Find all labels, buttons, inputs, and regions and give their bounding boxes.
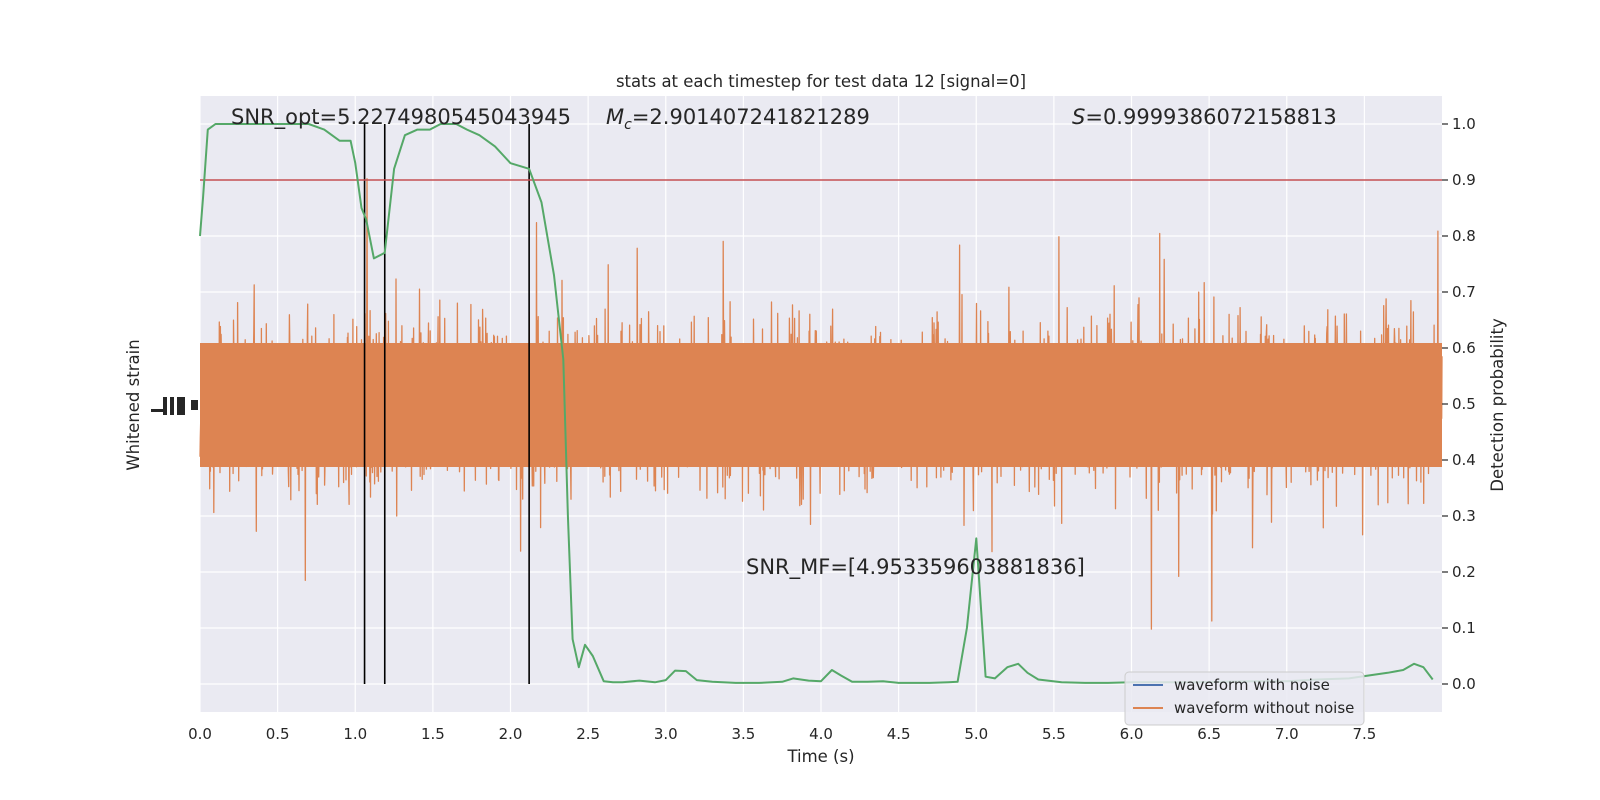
y-axis-label-left: Whitened strain bbox=[124, 339, 143, 470]
chart-title: stats at each timestep for test data 12 … bbox=[616, 72, 1026, 91]
y-axis-label-right: Detection probability bbox=[1488, 318, 1507, 492]
y-tick-label: 0.5 bbox=[1452, 395, 1476, 413]
x-tick-label: 4.5 bbox=[887, 725, 911, 743]
y-tick-label: 0.1 bbox=[1452, 619, 1476, 637]
x-tick-label: 3.0 bbox=[654, 725, 678, 743]
x-axis-label: Time (s) bbox=[786, 747, 854, 766]
x-tick-label: 6.5 bbox=[1197, 725, 1221, 743]
annotation-snr-opt: SNR_opt=5.2274980545043945 bbox=[231, 105, 571, 130]
x-tick-label: 6.0 bbox=[1120, 725, 1144, 743]
detection-probability-line bbox=[199, 123, 1434, 684]
y-tick-label: 0.0 bbox=[1452, 675, 1476, 693]
ticks: 0.0 0.5 1.0 1.5 2.0 2.5 3.0 3.5 4.0 4.5 5.0 5.5 6.0 6… bbox=[188, 115, 1476, 743]
x-tick-label: 5.0 bbox=[964, 725, 988, 743]
x-tick-label: 2.5 bbox=[576, 725, 600, 743]
annotation-chirp-mass: Mc=2.901407241821289 bbox=[606, 105, 870, 133]
x-tick-label: 4.0 bbox=[809, 725, 833, 743]
waveform-without-noise-band bbox=[200, 343, 1442, 467]
y-tick-label: 0.7 bbox=[1452, 283, 1476, 301]
left-axis-tick-cluster bbox=[151, 397, 198, 415]
x-tick-label: 2.0 bbox=[499, 725, 523, 743]
x-tick-label: 5.5 bbox=[1042, 725, 1066, 743]
y-tick-label: 0.6 bbox=[1452, 339, 1476, 357]
x-tick-label: 1.0 bbox=[343, 725, 367, 743]
annotation-snr-mf: SNR_MF=[4.953359603881836] bbox=[746, 555, 1085, 580]
x-tick-label: 1.5 bbox=[421, 725, 445, 743]
strain-series bbox=[199, 178, 1443, 630]
y-tick-label: 0.9 bbox=[1452, 171, 1476, 189]
y-tick-label: 0.3 bbox=[1452, 507, 1476, 525]
x-tick-label: 0.5 bbox=[266, 725, 290, 743]
legend-label-with-noise: waveform with noise bbox=[1174, 676, 1330, 694]
x-tick-label: 7.0 bbox=[1275, 725, 1299, 743]
y-tick-label: 0.2 bbox=[1452, 563, 1476, 581]
legend-label-without-noise: waveform without noise bbox=[1174, 699, 1354, 717]
annotation-s-value: S=0.9999386072158813 bbox=[1072, 105, 1337, 129]
detection-probability-series bbox=[199, 123, 1434, 684]
y-tick-label: 0.4 bbox=[1452, 451, 1476, 469]
y-tick-label: 0.8 bbox=[1452, 227, 1476, 245]
legend-box bbox=[1124, 671, 1365, 726]
x-tick-label: 3.5 bbox=[731, 725, 755, 743]
x-tick-label: 7.5 bbox=[1352, 725, 1376, 743]
y-tick-label: 1.0 bbox=[1452, 115, 1476, 133]
x-tick-label: 0.0 bbox=[188, 725, 212, 743]
legend: waveform with noise waveform without noi… bbox=[1124, 671, 1365, 726]
